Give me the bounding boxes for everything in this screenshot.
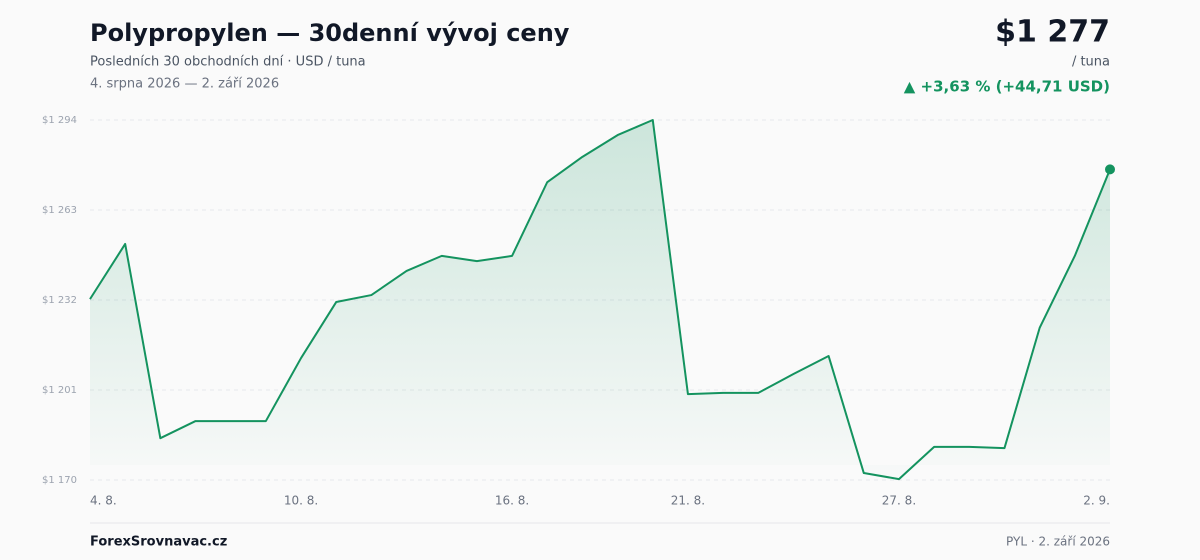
source: ForexSrovnavac.cz: [90, 535, 227, 550]
price: $1 277: [995, 15, 1110, 50]
y-tick-label: $1 170: [42, 475, 77, 486]
x-tick-label: 21. 8.: [671, 494, 705, 508]
x-tick-label: 10. 8.: [284, 494, 318, 508]
date-range: 4. srpna 2026 — 2. září 2026: [90, 77, 279, 92]
area-fill: [90, 120, 1110, 480]
footer-note: PYL · 2. září 2026: [1006, 535, 1110, 549]
x-tick-label: 27. 8.: [882, 494, 916, 508]
x-tick-label: 16. 8.: [495, 494, 529, 508]
y-tick-label: $1 263: [42, 205, 77, 216]
x-tick-label: 2. 9.: [1083, 494, 1110, 508]
y-tick-label: $1 294: [42, 115, 77, 126]
price-line: [89, 119, 1111, 481]
price-change: ▲ +3,63 % (+44,71 USD): [904, 78, 1110, 96]
subtitle: Posledních 30 obchodních dní · USD / tun…: [90, 55, 366, 70]
price-unit: / tuna: [1072, 55, 1110, 70]
last-point: [1105, 164, 1115, 175]
chart-title: Polypropylen — 30denní vývoj ceny: [90, 19, 570, 47]
y-tick-label: $1 201: [42, 385, 77, 396]
x-tick-label: 4. 8.: [90, 494, 117, 508]
y-tick-label: $1 232: [42, 295, 77, 306]
